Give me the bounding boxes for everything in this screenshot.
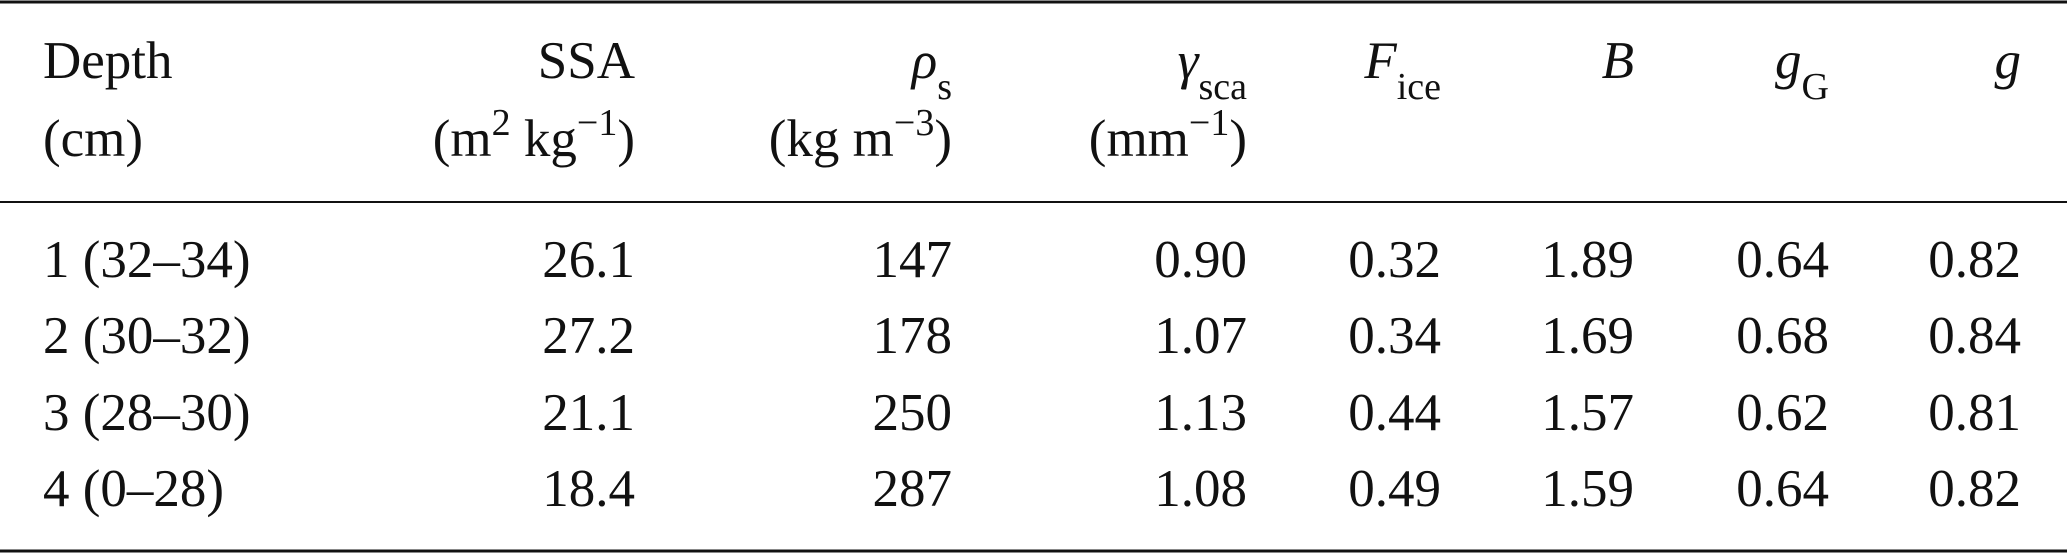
table-cell: 21.1 [542, 384, 635, 442]
header-text: Depth [43, 32, 173, 90]
table-cell: 0.90 [1154, 231, 1247, 289]
column-units: (kg m−3) [769, 102, 952, 168]
column-header: γsca [1178, 32, 1248, 108]
header-text: SSA [538, 32, 635, 90]
table-cell: 0.64 [1736, 460, 1829, 518]
header-text: (mm [1089, 110, 1189, 168]
header-text: (cm) [43, 110, 143, 168]
table-cell: 1.57 [1541, 384, 1634, 442]
header-text: ) [1229, 110, 1247, 168]
column-header: g [1995, 32, 2022, 90]
superscript: −1 [577, 102, 617, 144]
table-cell: 287 [873, 460, 953, 518]
header-text: γ [1178, 32, 1201, 90]
table-cell: 0.68 [1736, 307, 1829, 365]
table-cell: 27.2 [542, 307, 635, 365]
header-text: F [1363, 32, 1397, 90]
superscript: 2 [492, 102, 511, 144]
table-cell: 0.62 [1736, 384, 1829, 442]
table-cell: 1.13 [1154, 384, 1247, 442]
table-cell: 1.89 [1541, 231, 1634, 289]
table-cell: 147 [873, 231, 953, 289]
table-cell: 3 (28–30) [43, 384, 251, 442]
table-cell: 0.84 [1928, 307, 2021, 365]
table-cell: 0.49 [1348, 460, 1441, 518]
table-cell: 18.4 [542, 460, 635, 518]
table-cell: 1.69 [1541, 307, 1634, 365]
column-units: (m2 kg−1) [433, 102, 635, 168]
subscript: s [937, 66, 952, 108]
table-cell: 0.82 [1928, 460, 2021, 518]
table-cell: 0.81 [1928, 384, 2021, 442]
table-cell: 250 [873, 384, 953, 442]
header-text: ) [934, 110, 952, 168]
subscript: ice [1397, 66, 1441, 108]
header-text: kg [511, 110, 577, 168]
table-cell: 0.44 [1348, 384, 1441, 442]
table-cell: 0.34 [1348, 307, 1441, 365]
table-cell: 26.1 [542, 231, 635, 289]
column-header: Depth [43, 32, 173, 90]
column-header: gG [1775, 32, 1829, 108]
table-cell: 0.82 [1928, 231, 2021, 289]
table-cell: 178 [873, 307, 953, 365]
header-text: ρ [910, 32, 937, 90]
superscript: −3 [894, 102, 934, 144]
header-text: (kg m [769, 110, 894, 168]
table-cell: 1.07 [1154, 307, 1247, 365]
subscript: sca [1198, 66, 1247, 108]
header-text: B [1602, 32, 1634, 90]
column-header: Fice [1363, 32, 1441, 108]
table-cell: 2 (30–32) [43, 307, 251, 365]
column-header: B [1602, 32, 1634, 90]
header-text: g [1775, 32, 1802, 90]
subscript: G [1802, 66, 1829, 108]
header-text: (m [433, 110, 492, 168]
column-units: (mm−1) [1089, 102, 1247, 168]
header-text: g [1995, 32, 2022, 90]
table-cell: 4 (0–28) [43, 460, 224, 518]
column-header: ρs [910, 32, 952, 108]
header-text: ) [617, 110, 635, 168]
table-cell: 1 (32–34) [43, 231, 251, 289]
column-units: (cm) [43, 110, 143, 168]
table-cell: 1.08 [1154, 460, 1247, 518]
table-cell: 0.64 [1736, 231, 1829, 289]
superscript: −1 [1189, 102, 1229, 144]
table-cell: 1.59 [1541, 460, 1634, 518]
column-header: SSA [538, 32, 635, 90]
table-cell: 0.32 [1348, 231, 1441, 289]
